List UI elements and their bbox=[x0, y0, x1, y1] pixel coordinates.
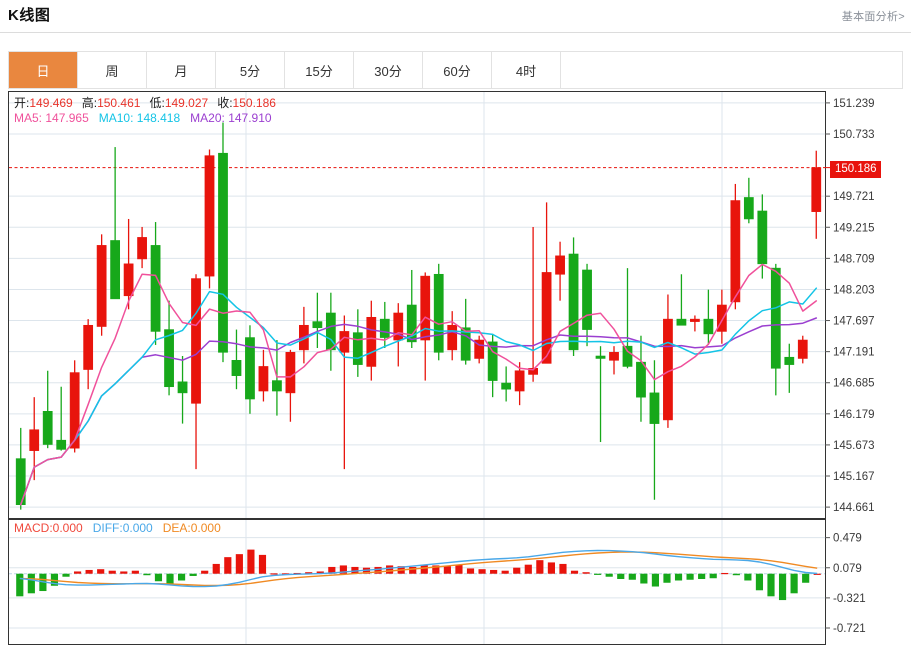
tab-30min[interactable]: 30分 bbox=[354, 52, 423, 88]
tab-week[interactable]: 周 bbox=[78, 52, 147, 88]
page-header: K线图 基本面分析> bbox=[0, 0, 911, 33]
tab-day[interactable]: 日 bbox=[9, 52, 78, 88]
macd-chart[interactable]: 0.479 0.079 -0.321 -0.721 bbox=[8, 519, 903, 645]
svg-text:-0.721: -0.721 bbox=[833, 623, 866, 635]
svg-text:146.685: 146.685 bbox=[833, 378, 875, 390]
tab-4hour[interactable]: 4时 bbox=[492, 52, 561, 88]
tabbar-filler bbox=[561, 52, 903, 88]
tab-15min[interactable]: 15分 bbox=[285, 52, 354, 88]
svg-text:145.673: 145.673 bbox=[833, 440, 875, 452]
svg-text:147.191: 147.191 bbox=[833, 347, 875, 359]
page-title: K线图 bbox=[8, 7, 51, 24]
svg-text:150.733: 150.733 bbox=[833, 129, 875, 141]
svg-text:147.697: 147.697 bbox=[833, 316, 875, 328]
tab-5min[interactable]: 5分 bbox=[216, 52, 285, 88]
tab-month[interactable]: 月 bbox=[147, 52, 216, 88]
fundamental-analysis-link[interactable]: 基本面分析> bbox=[841, 11, 905, 23]
svg-text:149.215: 149.215 bbox=[833, 222, 875, 234]
candlestick-chart[interactable]: 151.239 150.733 149.721 149.215 148.709 148.2… bbox=[8, 91, 903, 519]
tab-60min[interactable]: 60分 bbox=[423, 52, 492, 88]
current-price-tag: 150.186 bbox=[830, 160, 881, 178]
svg-text:148.709: 148.709 bbox=[833, 253, 875, 265]
candlestick-canvas[interactable]: 151.239 150.733 149.721 149.215 148.709 148.2… bbox=[8, 91, 903, 519]
svg-text:0.079: 0.079 bbox=[833, 563, 862, 575]
macd-canvas[interactable]: 0.479 0.079 -0.321 -0.721 bbox=[8, 519, 903, 645]
svg-text:148.203: 148.203 bbox=[833, 284, 875, 296]
svg-text:-0.321: -0.321 bbox=[833, 593, 866, 605]
svg-text:149.721: 149.721 bbox=[833, 191, 875, 203]
svg-text:145.167: 145.167 bbox=[833, 471, 875, 483]
svg-text:151.239: 151.239 bbox=[833, 98, 875, 110]
svg-text:0.479: 0.479 bbox=[833, 533, 862, 545]
svg-text:144.661: 144.661 bbox=[833, 502, 875, 514]
svg-text:146.179: 146.179 bbox=[833, 409, 875, 421]
timeframe-tabbar: 日 周 月 5分 15分 30分 60分 4时 bbox=[8, 51, 903, 89]
